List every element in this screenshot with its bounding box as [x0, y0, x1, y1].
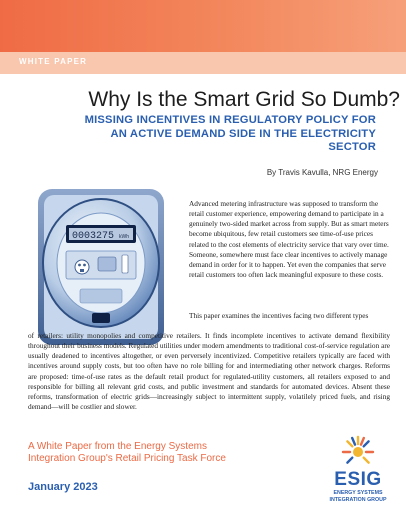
- byline: By Travis Kavulla, NRG Energy: [266, 168, 378, 177]
- footer-date: January 2023: [28, 481, 98, 493]
- footer-tagline: A White Paper from the Energy Systems In…: [28, 441, 226, 464]
- body-paragraph-2: of retailers: utility monopolies and com…: [28, 331, 390, 412]
- white-paper-band: [0, 52, 406, 74]
- page-subtitle: MISSING INCENTIVES IN REGULATORY POLICY …: [84, 114, 376, 154]
- esig-subtext: ENERGY SYSTEMS INTEGRATION GROUP: [329, 490, 387, 503]
- body-paragraph-1: Advanced metering infrastructure was sup…: [189, 199, 389, 280]
- esig-wordmark: ESIG: [334, 469, 382, 490]
- body-paragraph-2-start: This paper examines the incentives facin…: [189, 311, 369, 320]
- esig-sun-icon: [341, 435, 375, 464]
- header-band: [0, 0, 406, 52]
- meter-display-value: 0003275: [72, 231, 114, 242]
- smart-meter-image: 0003275 kWh: [38, 189, 164, 345]
- meter-display-unit: kWh: [119, 234, 129, 240]
- page-title: Why Is the Smart Grid So Dumb?: [88, 88, 400, 111]
- white-paper-label: WHITE PAPER: [19, 57, 88, 66]
